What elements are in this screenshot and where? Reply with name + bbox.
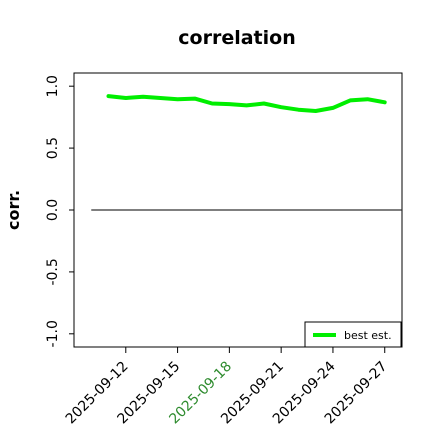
x-axis-ticks: 2025-09-122025-09-152025-09-182025-09-21… — [63, 347, 391, 427]
y-tick-label: 0.0 — [45, 199, 61, 221]
legend-label: best est. — [344, 329, 392, 342]
y-axis-label: corr. — [4, 190, 23, 230]
series-line-best-est — [109, 96, 385, 111]
y-axis-ticks: 1.0 0.5 0.0 -0.5 -1.0 — [45, 75, 74, 347]
y-tick-label: -0.5 — [45, 258, 61, 285]
y-tick-label: 0.5 — [45, 137, 61, 159]
series-layer — [108, 96, 384, 111]
y-tick-label: -1.0 — [45, 320, 61, 347]
legend: best est. — [305, 322, 401, 347]
y-tick-label: 1.0 — [45, 75, 61, 97]
chart-title: correlation — [178, 27, 295, 49]
